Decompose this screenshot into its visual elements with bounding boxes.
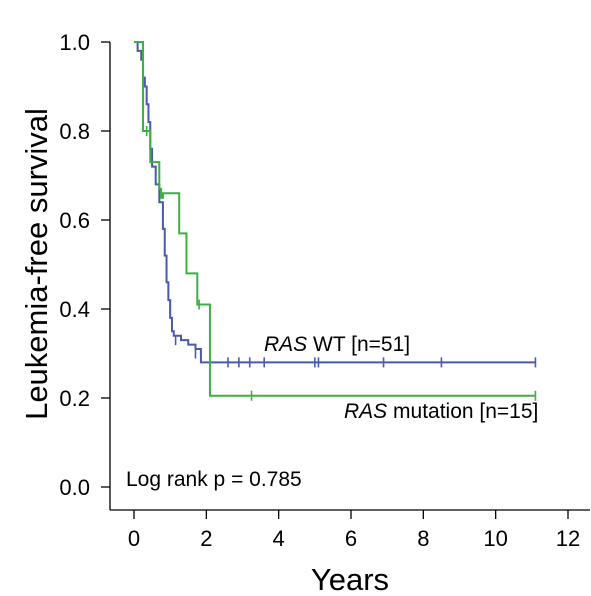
x-tick-label: 8 xyxy=(417,526,429,551)
logrank-annotation: Log rank p = 0.785 xyxy=(126,468,302,491)
x-tick-label: 4 xyxy=(273,526,285,551)
series-1 xyxy=(134,41,537,401)
x-axis-title: Years xyxy=(311,562,389,596)
y-tick-label: 1.0 xyxy=(59,30,90,55)
y-tick-label: 0.8 xyxy=(59,119,90,144)
series-layer xyxy=(134,41,537,401)
series-label-wt-rest: WT [n=51] xyxy=(307,333,410,356)
x-axis: 0 2 4 6 8 10 12 xyxy=(110,509,590,551)
x-tick-label: 12 xyxy=(556,526,580,551)
x-tick-label: 10 xyxy=(483,526,507,551)
y-tick-label: 0.0 xyxy=(59,475,90,500)
x-tick-label: 6 xyxy=(345,526,357,551)
y-axis-title: Leukemia-free survival xyxy=(19,108,54,420)
y-tick-label: 0.6 xyxy=(59,208,90,233)
series-label-mutation-italic: RAS xyxy=(344,400,387,423)
x-tick-label: 0 xyxy=(128,526,140,551)
series-label-wt: RAS WT [n=51] xyxy=(264,333,410,356)
series-0 xyxy=(134,41,537,368)
y-tick-label: 0.2 xyxy=(59,386,90,411)
y-tick-label: 0.4 xyxy=(59,297,90,322)
series-label-mutation: RAS mutation [n=15] xyxy=(344,400,538,423)
x-tick-label: 2 xyxy=(200,526,212,551)
series-label-mutation-rest: mutation [n=15] xyxy=(387,400,538,423)
series-label-wt-italic: RAS xyxy=(264,333,307,356)
survival-curve xyxy=(134,41,536,364)
survival-curve xyxy=(134,41,536,397)
y-axis: 0.0 0.2 0.4 0.6 0.8 1.0 xyxy=(59,30,111,510)
